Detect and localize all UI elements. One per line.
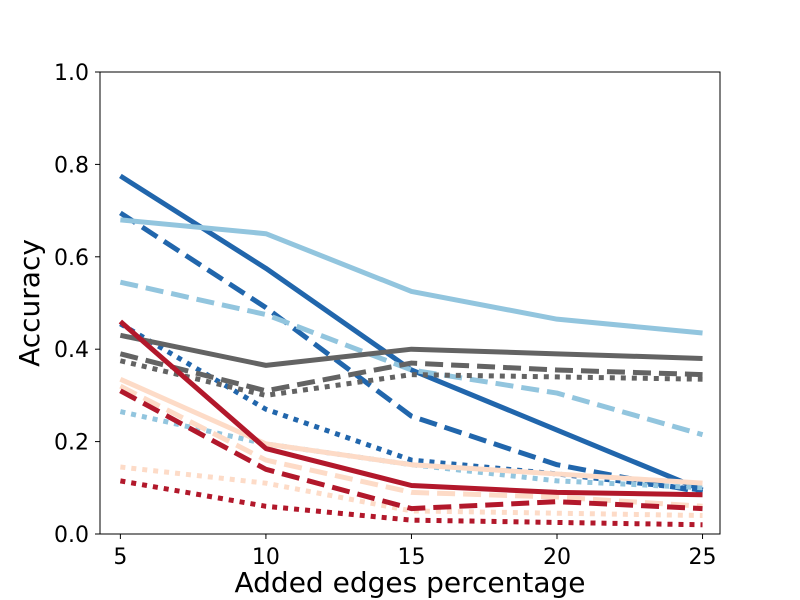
x-axis-ticks: 5 10 15 20 25: [113, 534, 717, 570]
series-line-14: [119, 388, 703, 512]
y-axis-label: Accuracy: [13, 239, 46, 367]
y-tick-label: 0.8: [54, 153, 89, 178]
plot-area-frame: [99, 71, 721, 535]
series-line-8: [119, 351, 703, 394]
series-line-15: [119, 478, 703, 528]
series-line-9: [119, 358, 703, 398]
y-tick-label: 0.0: [54, 523, 89, 548]
series-layer: [118, 173, 704, 528]
y-tick-label: 0.6: [54, 246, 89, 271]
series-line-7: [119, 332, 703, 368]
series-line-2: [119, 210, 704, 495]
x-tick-label: 10: [252, 545, 280, 570]
series-line-12: [120, 464, 703, 519]
x-axis-label: Added edges percentage: [235, 566, 586, 599]
series-line-1: [119, 173, 704, 493]
y-tick-label: 0.4: [54, 338, 89, 363]
series-line-10: [119, 376, 703, 486]
x-tick-label: 15: [397, 545, 425, 570]
x-tick-label: 20: [543, 545, 571, 570]
y-axis-ticks: 0.0 0.2 0.4 0.6 0.8 1.0: [54, 61, 100, 548]
series-line-13: [118, 319, 703, 498]
y-tick-label: 0.2: [54, 431, 89, 456]
series-line-11: [119, 383, 703, 509]
x-tick-label: 5: [113, 545, 127, 570]
x-tick-label: 25: [689, 545, 717, 570]
series-line-4: [120, 217, 703, 336]
series-line-5: [119, 279, 704, 438]
y-tick-label: 1.0: [54, 61, 89, 86]
